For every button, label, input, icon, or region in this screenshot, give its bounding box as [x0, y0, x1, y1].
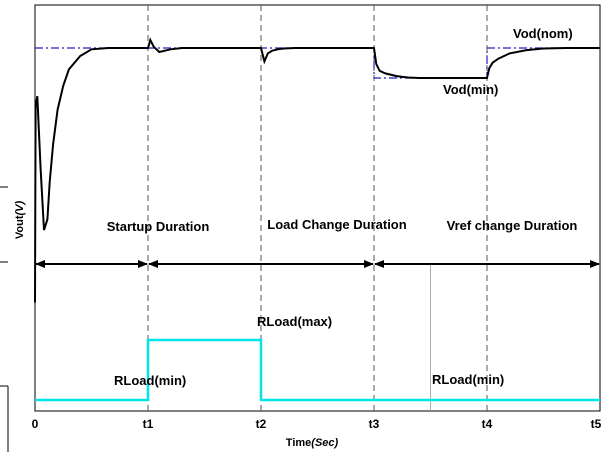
x-tick-label-t3: t3	[369, 417, 380, 431]
series-vref-reference	[35, 47, 600, 79]
y-axis-label-units: (V)	[14, 201, 26, 216]
x-tick-label-t5: t5	[591, 417, 602, 431]
x-axis-label: Time(Sec)	[286, 437, 339, 449]
phase-label-load-change: Load Change Duration	[267, 217, 406, 232]
annotation-rload-min-right: RLoad(min)	[432, 372, 504, 387]
phase-label-startup: Startup Duration	[107, 219, 210, 234]
y-axis-label-text: Vout	[14, 215, 26, 239]
x-tick-label-t2: t2	[256, 417, 267, 431]
x-axis-label-units: (Sec)	[311, 437, 338, 449]
y-axis-label: Vout(V)	[14, 201, 26, 240]
annotation-vod-min: Vod(min)	[443, 82, 498, 97]
x-tick-label-0: 0	[32, 417, 39, 431]
series-rload	[35, 338, 600, 402]
x-tick-label-t1: t1	[143, 417, 154, 431]
plot-frame	[34, 4, 601, 412]
phase-label-vref-change: Vref change Duration	[447, 218, 578, 233]
annotation-rload-max: RLoad(max)	[257, 314, 332, 329]
annotation-rload-min-left: RLoad(min)	[114, 373, 186, 388]
annotation-vod-nom: Vod(nom)	[513, 26, 573, 41]
series-vout	[34, 37, 600, 303]
x-tick-label-t4: t4	[482, 417, 493, 431]
x-axis-label-text: Time	[286, 437, 311, 449]
